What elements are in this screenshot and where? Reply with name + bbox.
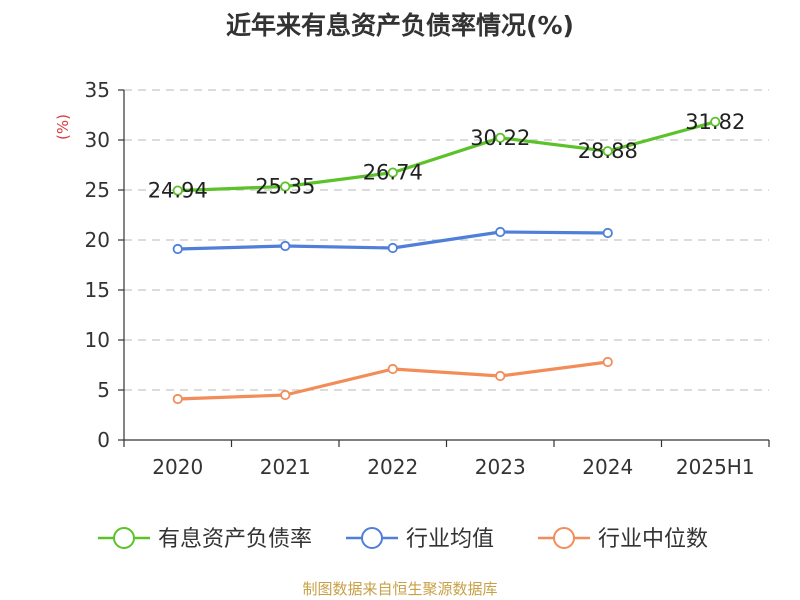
- y-tick-label: 15: [85, 278, 110, 302]
- data-label: 28.88: [578, 139, 638, 163]
- data-point: [495, 226, 506, 238]
- x-tick-label: 2022: [367, 455, 418, 479]
- data-point: [280, 181, 291, 192]
- data-label: 30.22: [470, 126, 530, 150]
- legend-label: 行业中位数: [598, 527, 708, 552]
- legend: 有息资产负债率 行业均值 行业中位数: [98, 527, 708, 552]
- chart-title: 近年来有息资产负债率情况(%): [226, 11, 574, 40]
- data-point: [172, 185, 183, 196]
- data-point: [172, 243, 183, 255]
- data-point: [710, 116, 721, 127]
- data-point: [280, 240, 291, 252]
- data-point: [602, 146, 613, 157]
- y-tick-label: 0: [97, 428, 110, 452]
- data-point: [495, 370, 506, 382]
- legend-marker: [553, 527, 575, 549]
- series-line: [176, 120, 717, 193]
- x-axis-ticks: 2020 2021 2022 2023 2024 2025H1: [123, 440, 770, 479]
- y-tick-label: 35: [85, 78, 110, 102]
- series-points: [172, 116, 721, 405]
- data-source-note: 制图数据来自恒生聚源数据库: [302, 580, 498, 598]
- data-point: [495, 132, 506, 143]
- legend-label: 有息资产负债率: [158, 527, 312, 552]
- x-tick-label: 2024: [582, 455, 633, 479]
- data-point: [387, 363, 398, 375]
- legend-marker: [113, 527, 135, 549]
- x-tick-label: 2021: [260, 455, 311, 479]
- y-tick-label: 25: [85, 178, 110, 202]
- x-tick-label: 2023: [475, 455, 526, 479]
- series-lines: [176, 120, 717, 401]
- axes: [123, 90, 769, 441]
- data-label: 31.82: [685, 110, 745, 134]
- data-label: 24.94: [148, 179, 208, 203]
- data-label: 26.74: [363, 161, 423, 185]
- legend-label: 行业均值: [406, 527, 494, 552]
- y-tick-label: 10: [85, 328, 110, 352]
- legend-marker: [361, 527, 383, 549]
- data-labels: 24.94 25.35 26.74 30.22 28.88 31.82: [148, 110, 746, 203]
- x-tick-label: 2025H1: [676, 455, 755, 479]
- y-axis-unit-label: (%): [54, 114, 72, 140]
- data-point: [280, 389, 291, 401]
- data-point: [172, 393, 183, 405]
- x-tick-label: 2020: [152, 455, 203, 479]
- data-point: [387, 242, 398, 254]
- data-point: [602, 356, 613, 368]
- y-tick-label: 20: [85, 228, 110, 252]
- data-point: [387, 167, 398, 178]
- y-tick-label: 5: [97, 378, 110, 402]
- y-axis-ticks: 0 5 10 15 20 25 30 35: [85, 78, 124, 452]
- y-tick-label: 30: [85, 128, 110, 152]
- data-label: 25.35: [255, 175, 315, 199]
- data-point: [602, 227, 613, 239]
